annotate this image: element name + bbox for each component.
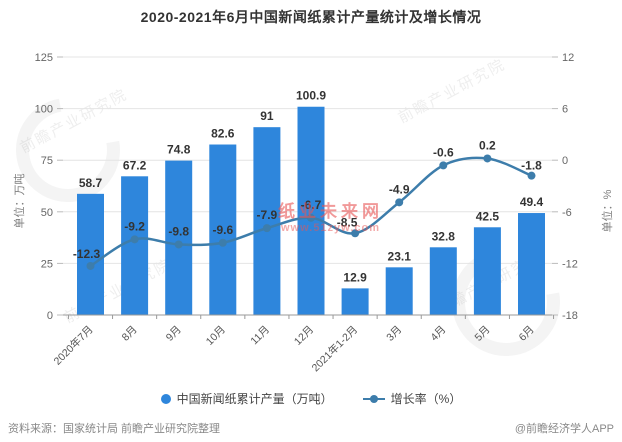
x-category-label: 2021年1-2月 bbox=[309, 323, 360, 374]
right-axis-tick-label: 6 bbox=[562, 104, 568, 116]
left-axis-tick-label: 0 bbox=[47, 310, 53, 322]
bar bbox=[297, 106, 325, 315]
legend-item-production: 中国新闻纸累计产量（万吨） bbox=[160, 390, 333, 407]
line-value-label: -12.3 bbox=[73, 247, 101, 261]
left-axis-tick-label: 100 bbox=[35, 104, 53, 116]
line-value-label: -8.5 bbox=[337, 215, 358, 229]
bar-value-label: 49.4 bbox=[520, 195, 544, 209]
bar-value-label: 100.9 bbox=[296, 89, 326, 103]
line-point bbox=[174, 240, 183, 249]
bar-value-label: 67.2 bbox=[123, 158, 147, 172]
legend-item-growth-rate: 增长率（%） bbox=[362, 390, 462, 407]
line-value-label: -7.9 bbox=[257, 208, 278, 222]
line-point bbox=[439, 161, 448, 170]
bar-value-label: 42.5 bbox=[476, 209, 500, 223]
chart-title: 2020-2021年6月中国新闻纸累计产量统计及增长情况 bbox=[140, 9, 482, 25]
left-axis-tick-label: 75 bbox=[41, 155, 53, 167]
line-point bbox=[527, 171, 536, 180]
line-value-label: -0.6 bbox=[433, 145, 454, 159]
bar-series-marker-icon bbox=[160, 393, 171, 404]
line-point bbox=[218, 238, 227, 247]
left-axis-tick-label: 25 bbox=[41, 258, 53, 270]
legend-label-production: 中国新闻纸累计产量（万吨） bbox=[176, 392, 333, 406]
credit-text: @前瞻经济学人APP bbox=[514, 423, 614, 435]
right-axis-tick-label: -6 bbox=[562, 207, 572, 219]
bar bbox=[165, 160, 193, 315]
x-category-label: 11月 bbox=[248, 324, 272, 348]
bar-value-label: 82.6 bbox=[211, 127, 235, 141]
line-point bbox=[351, 229, 360, 238]
left-axis-tick-label: 50 bbox=[41, 207, 53, 219]
bar bbox=[253, 127, 281, 316]
line-value-label: -1.8 bbox=[521, 159, 542, 173]
bar-value-label: 32.8 bbox=[432, 229, 456, 243]
bar-value-label: 12.9 bbox=[343, 270, 367, 284]
x-category-label: 8月 bbox=[120, 324, 140, 344]
bar-value-label: 58.7 bbox=[79, 176, 103, 190]
legend: 中国新闻纸累计产量（万吨） 增长率（%） bbox=[0, 390, 622, 407]
line-value-label: -6.7 bbox=[301, 198, 322, 212]
bar bbox=[385, 267, 413, 315]
bar-value-label: 23.1 bbox=[388, 249, 412, 263]
line-value-label: -9.8 bbox=[168, 224, 189, 238]
x-category-label: 3月 bbox=[384, 324, 404, 344]
bar-value-label: 91 bbox=[260, 109, 274, 123]
line-value-label: -9.2 bbox=[124, 219, 145, 233]
right-axis-tick-label: 12 bbox=[562, 52, 574, 64]
legend-label-growth-rate: 增长率（%） bbox=[390, 392, 462, 406]
bar-value-label: 74.8 bbox=[167, 143, 191, 157]
line-series-marker-icon bbox=[362, 394, 385, 403]
bar bbox=[341, 288, 369, 315]
line-point bbox=[130, 235, 139, 244]
right-axis-tick-label: -18 bbox=[562, 310, 578, 322]
bar bbox=[121, 176, 149, 315]
bar bbox=[77, 193, 104, 315]
bar bbox=[473, 227, 501, 315]
data-source-text: 资料来源：国家统计局 前瞻产业研究院整理 bbox=[8, 423, 221, 435]
x-category-label: 5月 bbox=[472, 324, 492, 344]
right-axis-tick-label: 0 bbox=[562, 155, 568, 167]
x-category-label: 10月 bbox=[204, 324, 228, 348]
right-axis-tick-label: -12 bbox=[562, 258, 578, 270]
line-value-label: -9.6 bbox=[212, 223, 233, 237]
line-point bbox=[307, 213, 315, 222]
bar bbox=[518, 213, 545, 315]
line-point bbox=[395, 198, 404, 207]
line-value-label: -4.9 bbox=[389, 182, 410, 196]
line-point bbox=[483, 154, 492, 163]
x-category-label: 9月 bbox=[164, 324, 184, 344]
line-marker-dot bbox=[369, 394, 378, 403]
line-point bbox=[262, 224, 271, 233]
left-axis-tick-label: 125 bbox=[35, 52, 53, 64]
footer: 资料来源：国家统计局 前瞻产业研究院整理 @前瞻经济学人APP bbox=[0, 420, 622, 436]
bar bbox=[209, 144, 237, 315]
x-category-label: 4月 bbox=[428, 324, 448, 344]
line-point bbox=[86, 261, 95, 270]
x-category-label: 12月 bbox=[292, 324, 316, 348]
bar bbox=[429, 247, 457, 315]
x-category-label: 2020年7月 bbox=[51, 323, 96, 368]
line-value-label: 0.2 bbox=[479, 138, 496, 152]
x-category-label: 6月 bbox=[517, 324, 537, 344]
